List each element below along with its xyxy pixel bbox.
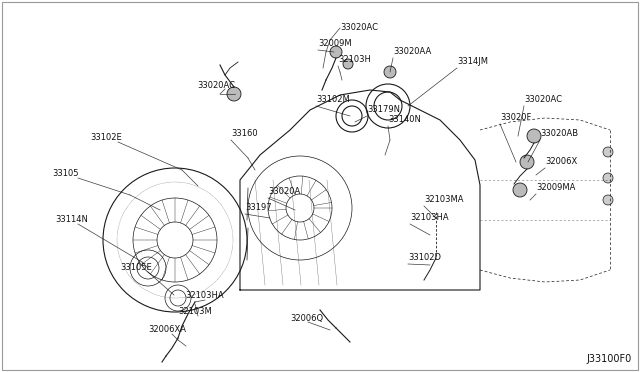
Circle shape bbox=[603, 147, 613, 157]
Text: 33105E: 33105E bbox=[120, 263, 152, 273]
Text: 33160: 33160 bbox=[231, 129, 258, 138]
Text: 33020AA: 33020AA bbox=[393, 48, 431, 57]
Text: 33020AC: 33020AC bbox=[340, 23, 378, 32]
Text: 32006Q: 32006Q bbox=[290, 314, 323, 323]
Circle shape bbox=[343, 59, 353, 69]
Text: 33102D: 33102D bbox=[408, 253, 441, 263]
Text: 32009MA: 32009MA bbox=[536, 183, 575, 192]
Text: 32006XA: 32006XA bbox=[148, 326, 186, 334]
Text: 33020AC: 33020AC bbox=[197, 81, 235, 90]
Text: 33179N: 33179N bbox=[367, 106, 400, 115]
Text: 33140N: 33140N bbox=[388, 115, 421, 125]
Text: 3314JM: 3314JM bbox=[457, 58, 488, 67]
Circle shape bbox=[384, 66, 396, 78]
Text: 33114N: 33114N bbox=[55, 215, 88, 224]
Circle shape bbox=[330, 46, 342, 58]
Text: 32103MA: 32103MA bbox=[424, 196, 463, 205]
Text: 33102E: 33102E bbox=[90, 134, 122, 142]
Text: 33105: 33105 bbox=[52, 170, 79, 179]
Circle shape bbox=[513, 183, 527, 197]
Text: 33020AB: 33020AB bbox=[540, 129, 578, 138]
Circle shape bbox=[527, 129, 541, 143]
Text: J33100F0: J33100F0 bbox=[587, 354, 632, 364]
Text: 32103HA: 32103HA bbox=[410, 214, 449, 222]
Text: 32103M: 32103M bbox=[178, 308, 212, 317]
Circle shape bbox=[603, 173, 613, 183]
Text: 32006X: 32006X bbox=[545, 157, 577, 167]
Text: 32009M: 32009M bbox=[318, 39, 351, 48]
Circle shape bbox=[520, 155, 534, 169]
Circle shape bbox=[227, 87, 241, 101]
Text: 33020AC: 33020AC bbox=[524, 96, 562, 105]
Circle shape bbox=[603, 195, 613, 205]
Text: 33197: 33197 bbox=[245, 203, 271, 212]
Text: 32103H: 32103H bbox=[338, 55, 371, 64]
Text: 33102M: 33102M bbox=[316, 96, 349, 105]
Text: 33020A: 33020A bbox=[268, 187, 300, 196]
Text: 33020F: 33020F bbox=[500, 113, 531, 122]
Text: 32103HA: 32103HA bbox=[185, 292, 223, 301]
